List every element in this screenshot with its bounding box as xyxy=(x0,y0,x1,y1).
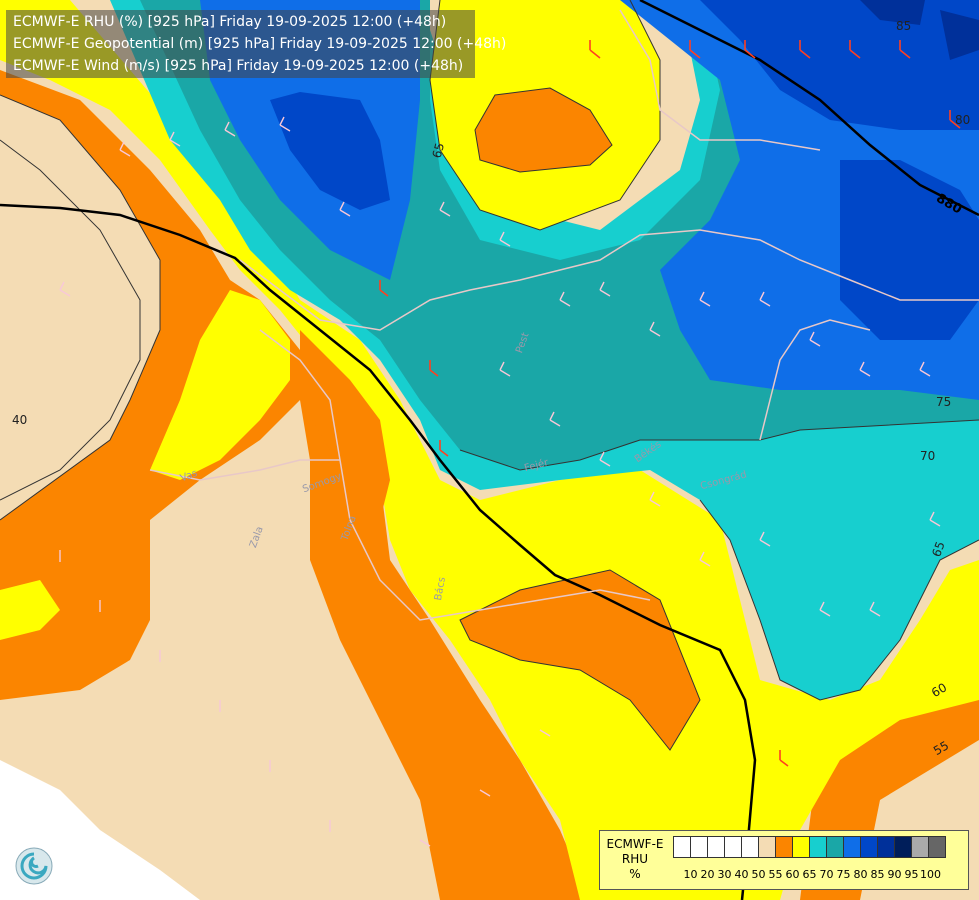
legend-swatch xyxy=(707,836,725,858)
legend-tick-label: 65 xyxy=(802,868,817,881)
legend-tick-label: 40 xyxy=(734,868,749,881)
contour-label-60: 60 xyxy=(929,680,949,700)
legend-swatch xyxy=(860,836,878,858)
legend-tick-label: 30 xyxy=(717,868,732,881)
rhu-55-inner xyxy=(0,95,160,520)
legend-tick-label: 80 xyxy=(853,868,868,881)
contour-label-65-east: 65 xyxy=(929,540,947,559)
rhu-90-area-2 xyxy=(940,10,979,60)
rhu-90-area xyxy=(860,0,925,25)
rhu-65-sw xyxy=(0,580,60,640)
legend-swatch xyxy=(843,836,861,858)
legend-tick-label: 75 xyxy=(836,868,851,881)
contour-label-55: 55 xyxy=(931,738,951,758)
wind-barbs-strong xyxy=(379,40,961,767)
legend-tick-label: 10 xyxy=(683,868,698,881)
legend-swatch xyxy=(792,836,810,858)
legend-tick-label: 55 xyxy=(768,868,783,881)
rhu-contours xyxy=(0,0,979,751)
legend-tick-label: 100 xyxy=(920,868,941,881)
rhu-60-north-blob xyxy=(475,88,612,172)
legend-ticks: 10 20 30 40 50 55 60 65 70 75 80 85 90 95 100 xyxy=(682,868,942,881)
wind-barbs xyxy=(59,116,941,847)
contour-label-40: 40 xyxy=(12,413,27,427)
rhu-65-west-strip xyxy=(150,290,290,480)
legend-title-line-1: ECMWF-E xyxy=(606,837,664,851)
title-geopotential: ECMWF-E Geopotential (m) [925 hPa] Frida… xyxy=(13,36,507,52)
rhu-legend: ECMWF-E RHU % 10 20 30 40 50 55 60 65 70 75 80 85 90… xyxy=(599,830,969,890)
legend-swatch xyxy=(894,836,912,858)
contour-label-85: 85 xyxy=(896,19,911,33)
legend-swatch xyxy=(741,836,759,858)
legend-swatch xyxy=(775,836,793,858)
ecmwf-logo-icon xyxy=(15,847,53,885)
rhu-85-area-ne xyxy=(700,0,979,130)
legend-swatch xyxy=(690,836,708,858)
legend-tick-label: 85 xyxy=(870,868,885,881)
legend-tick-label: 95 xyxy=(904,868,919,881)
contour-label-80: 80 xyxy=(955,113,970,127)
title-rhu: ECMWF-E RHU (%) [925 hPa] Friday 19-09-2… xyxy=(13,14,447,30)
legend-tick-label: 50 xyxy=(751,868,766,881)
boundary-lines xyxy=(149,9,979,621)
legend-swatch xyxy=(724,836,742,858)
rhu-85-area xyxy=(270,92,390,210)
legend-swatch xyxy=(809,836,827,858)
legend-tick-label: 60 xyxy=(785,868,800,881)
contour-label-75: 75 xyxy=(936,395,951,409)
map-title-box: ECMWF-E RHU (%) [925 hPa] Friday 19-09-2… xyxy=(6,10,507,78)
legend-swatches xyxy=(673,836,946,858)
legend-tick-label: 20 xyxy=(700,868,715,881)
title-wind: ECMWF-E Wind (m/s) [925 hPa] Friday 19-0… xyxy=(13,58,464,74)
legend-title-line-3: % xyxy=(629,867,641,881)
rhu-60-south-strip xyxy=(300,330,390,520)
legend-swatch xyxy=(911,836,929,858)
legend-swatch xyxy=(928,836,946,858)
legend-swatch xyxy=(673,836,691,858)
legend-title: ECMWF-E RHU % xyxy=(600,837,670,882)
legend-tick-label: 90 xyxy=(887,868,902,881)
rhu-85-area-e xyxy=(840,160,979,340)
legend-swatch xyxy=(758,836,776,858)
legend-title-line-2: RHU xyxy=(621,852,649,866)
contour-label-65-north: 65 xyxy=(430,141,447,159)
legend-swatch xyxy=(826,836,844,858)
rhu-55-inner-s xyxy=(150,400,440,900)
legend-swatch xyxy=(877,836,895,858)
place-label-bacs: Bács xyxy=(432,576,448,601)
legend-tick-label: 70 xyxy=(819,868,834,881)
contour-label-70: 70 xyxy=(920,449,935,463)
